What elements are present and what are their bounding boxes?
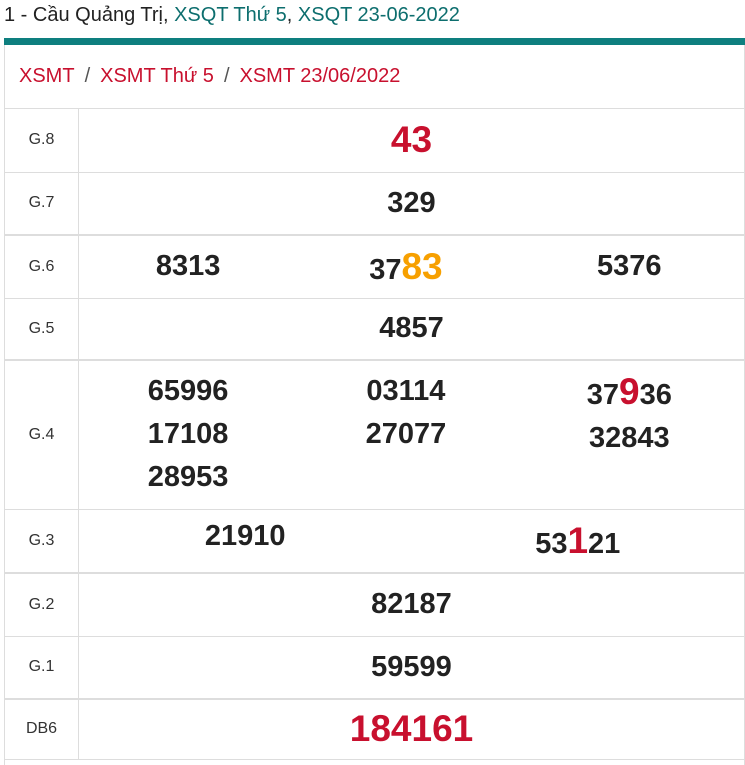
prize-value: 27077	[365, 418, 447, 450]
heading-comma: ,	[286, 4, 298, 26]
heading-prefix: 1 - Cầu Quảng Trị,	[4, 4, 175, 26]
page-heading: 1 - Cầu Quảng Trị, XSQT Thứ 5, XSQT 23-0…	[4, 2, 460, 28]
digits: 37	[586, 379, 619, 411]
row-g5: G.5 4857	[5, 298, 744, 361]
prize-value: 5376	[514, 235, 744, 299]
digits: 37	[369, 253, 402, 286]
prize-value: 8313	[78, 235, 298, 299]
link-xsqt-thu5[interactable]: XSQT Thứ 5	[174, 4, 287, 26]
prize-value: 37936	[515, 370, 744, 417]
prize-label: G.1	[5, 636, 79, 700]
prize-value: 53121	[412, 520, 745, 562]
digits: 53	[535, 527, 568, 560]
prize-label: G.2	[5, 573, 79, 637]
prize-value: 28953	[147, 461, 229, 493]
digits: 36	[639, 379, 672, 411]
prize-value: 82187	[78, 573, 744, 637]
prize-value: 21910	[204, 519, 286, 552]
jackpot-value: 184161	[78, 699, 744, 760]
highlight-digits: 9	[619, 371, 640, 412]
prize-value: 43	[78, 109, 744, 173]
breadcrumb-xsmt[interactable]: XSMT	[19, 65, 75, 87]
prize-label: G.4	[5, 360, 79, 510]
prize-value: 59599	[78, 636, 744, 700]
highlight-digits: 1	[567, 519, 589, 561]
row-db: DB6 184161	[5, 699, 744, 760]
breadcrumb-sep: /	[223, 65, 230, 87]
header-divider	[4, 38, 745, 45]
digits: 21	[588, 527, 621, 560]
breadcrumb-xsmt-date[interactable]: XSMT 23/06/2022	[239, 65, 401, 87]
results-box: XSMT / XSMT Thứ 5 / XSMT 23/06/2022 G.8 4…	[4, 45, 745, 765]
breadcrumb-sep: /	[84, 65, 91, 87]
row-g1: G.1 59599	[5, 636, 744, 700]
highlight-digits: 83	[401, 245, 443, 287]
prize-label: DB6	[5, 699, 79, 760]
prize-value: 4857	[78, 298, 744, 361]
prize-value: 32843	[588, 422, 670, 454]
row-g6: G.6 8313 3783 5376	[5, 235, 744, 299]
prize-column: 37936 32843	[514, 360, 744, 510]
row-g8: G.8 43	[5, 109, 744, 173]
row-g7: G.7 329	[5, 172, 744, 236]
prize-label: G.7	[5, 172, 79, 236]
prize-column: 65996 17108 28953	[78, 360, 298, 510]
prize-label: G.6	[5, 235, 79, 299]
row-g2: G.2 82187	[5, 573, 744, 637]
prize-label: G.3	[5, 509, 79, 574]
row-g3: G.3 21910 53121	[5, 509, 745, 574]
prize-pair: 21910 53121	[78, 509, 745, 574]
link-xsqt-date[interactable]: XSQT 23-06-2022	[297, 4, 460, 26]
breadcrumb-xsmt-thu5[interactable]: XSMT Thứ 5	[100, 65, 214, 87]
prize-column: 03114 27077	[297, 360, 515, 510]
prize-value: 3783	[297, 235, 515, 299]
prize-label: G.5	[5, 298, 79, 361]
row-g4: G.4 65996 17108 28953 03114 27077 37936 3284…	[5, 360, 744, 510]
prize-value: 17108	[147, 418, 229, 450]
breadcrumb: XSMT / XSMT Thứ 5 / XSMT 23/06/2022	[5, 45, 744, 109]
prize-value: 329	[78, 172, 744, 236]
prize-label: G.8	[5, 109, 79, 173]
prize-value: 03114	[366, 375, 446, 407]
prize-value: 65996	[147, 375, 229, 407]
results-table: G.8 43 G.7 329 G.6 8313 3783 5376 G.5 4857 …	[5, 109, 744, 760]
